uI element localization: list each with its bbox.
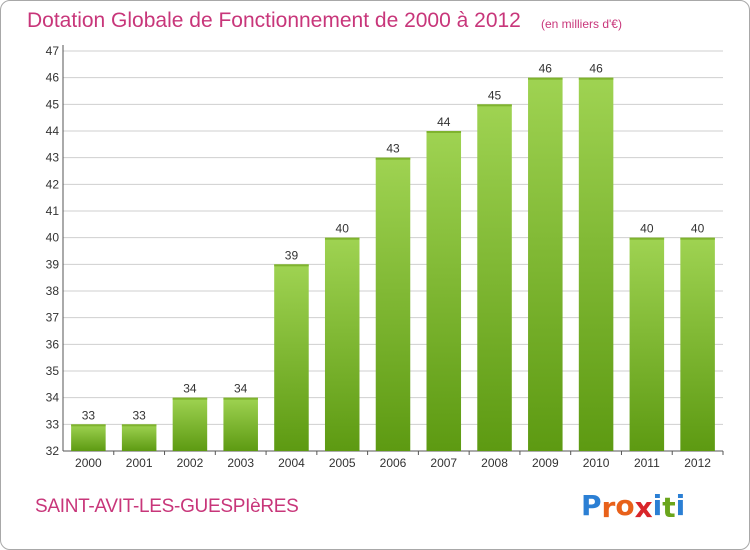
bar [121,424,157,451]
x-tick-label: 2004 [278,456,305,470]
x-tick-label: 2003 [227,456,254,470]
bar-top-edge [223,397,258,400]
x-tick-label: 2011 [634,456,660,470]
y-tick-label: 35 [46,364,60,378]
bar-top-edge [426,131,462,133]
bar-value-label: 34 [183,382,197,396]
bar-value-label: 43 [386,142,400,156]
bar-value-label: 34 [234,382,248,396]
bar [172,397,208,451]
bar-value-label: 40 [640,222,654,236]
bar [477,104,512,451]
bar [71,424,106,451]
y-tick-label: 44 [46,124,60,138]
y-tick-label: 39 [46,257,60,271]
bar-value-label: 44 [437,115,451,129]
chart-title: Dotation Globale de Fonctionnement de 20… [27,9,521,32]
logo-letter: t [662,491,676,524]
bar [528,77,563,452]
bar-top-edge [375,157,411,160]
bar-top-edge [121,424,157,427]
x-tick-label: 2008 [481,456,508,470]
y-tick-label: 45 [46,97,60,111]
bar [578,77,614,452]
logo-letter: x [634,491,653,524]
y-tick-label: 36 [46,337,60,351]
bar [324,237,360,451]
y-tick-label: 47 [46,44,60,58]
y-tick-label: 46 [46,71,60,85]
bar-value-label: 46 [539,62,553,76]
bar-value-label: 45 [488,88,502,102]
y-tick-label: 38 [46,284,60,298]
bar-top-edge [578,77,614,80]
bar-value-label: 40 [691,222,705,236]
bar-top-edge [274,264,309,267]
x-tick-label: 2010 [583,456,610,470]
bar [274,264,309,451]
chart-subtitle: (en milliers d'€) [541,17,622,31]
bar [426,131,462,451]
x-tick-label: 2000 [75,456,102,470]
bar-top-edge [71,424,106,427]
logo-letter: i [675,489,686,522]
bar-top-edge [680,237,715,240]
y-tick-label: 32 [46,444,60,458]
logo-letter: P [581,489,602,522]
commune-name: SAINT-AVIT-LES-GUESPIèRES [35,496,299,517]
y-tick-label: 34 [46,391,60,405]
bar [375,157,411,451]
bar [629,237,665,451]
bar-value-label: 33 [82,408,96,422]
x-tick-label: 2007 [430,456,457,470]
x-tick-label: 2006 [380,456,407,470]
y-tick-label: 41 [46,204,60,218]
x-tick-label: 2012 [684,456,711,470]
logo-letter: i [652,489,663,522]
logo-letter: r [601,491,616,524]
x-tick-label: 2001 [126,456,153,470]
bar-value-label: 39 [285,248,299,262]
bar [223,397,258,451]
bar-value-label: 46 [589,62,603,76]
x-tick-label: 2005 [329,456,356,470]
x-tick-label: 2002 [177,456,204,470]
bar-top-edge [528,77,563,80]
y-tick-label: 40 [46,231,60,245]
y-tick-label: 33 [46,417,60,431]
y-tick-label: 43 [46,151,60,165]
brand-logo: Proxiti [581,489,686,524]
y-tick-label: 37 [46,311,60,325]
bar-value-label: 40 [336,222,350,236]
bar [680,237,715,451]
bar-top-edge [477,104,512,107]
bar-top-edge [172,397,208,400]
bar-top-edge [629,237,665,240]
y-tick-label: 42 [46,177,60,191]
bar-value-label: 33 [132,408,146,422]
bar-top-edge [324,237,360,240]
x-tick-label: 2009 [532,456,559,470]
logo-letter: o [615,489,635,522]
